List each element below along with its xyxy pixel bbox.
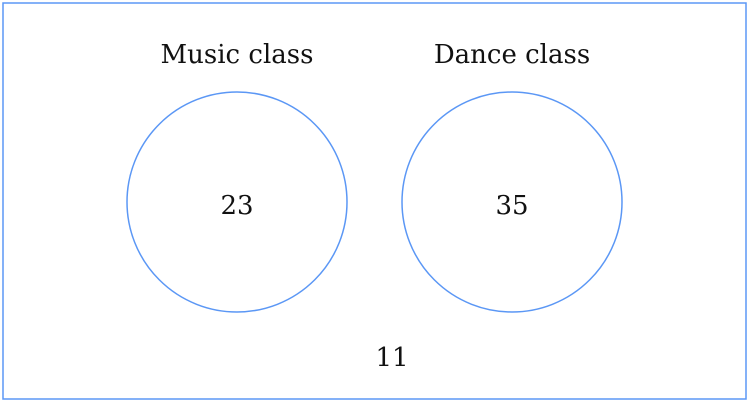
outside-value: 11 <box>375 343 408 373</box>
set-value-dance: 35 <box>495 191 528 221</box>
set-value-music: 23 <box>220 191 253 221</box>
set-circle-dance <box>401 91 623 313</box>
set-label-dance: Dance class <box>434 40 590 70</box>
set-label-music: Music class <box>161 40 314 70</box>
set-circle-music <box>126 91 348 313</box>
